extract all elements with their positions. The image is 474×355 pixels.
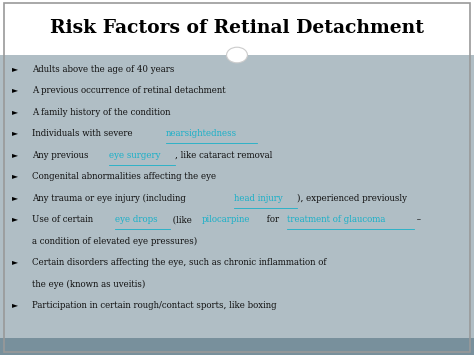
Text: –: –	[414, 215, 421, 224]
Text: Participation in certain rough/contact sports, like boxing: Participation in certain rough/contact s…	[32, 301, 277, 311]
Text: ►: ►	[12, 65, 18, 73]
Text: Any trauma or eye injury (including: Any trauma or eye injury (including	[32, 194, 189, 203]
Text: ►: ►	[12, 173, 18, 180]
Text: pilocarpine: pilocarpine	[201, 215, 250, 224]
Text: the eye (known as uveitis): the eye (known as uveitis)	[32, 280, 146, 289]
Text: ►: ►	[12, 130, 18, 137]
Text: for: for	[264, 215, 282, 224]
Text: treatment of glaucoma: treatment of glaucoma	[287, 215, 385, 224]
Circle shape	[227, 47, 247, 63]
Text: ►: ►	[12, 301, 18, 310]
Text: ►: ►	[12, 258, 18, 267]
Text: Congenital abnormalities affecting the eye: Congenital abnormalities affecting the e…	[32, 173, 216, 181]
Text: head injury: head injury	[234, 194, 283, 203]
Text: ►: ►	[12, 194, 18, 202]
Text: ), experienced previously: ), experienced previously	[297, 194, 407, 203]
Text: A previous occurrence of retinal detachment: A previous occurrence of retinal detachm…	[32, 87, 226, 95]
Text: Any previous: Any previous	[32, 151, 91, 160]
Text: A family history of the condition: A family history of the condition	[32, 108, 171, 117]
Text: (like: (like	[170, 215, 194, 224]
Text: Certain disorders affecting the eye, such as chronic inflammation of: Certain disorders affecting the eye, suc…	[32, 258, 327, 267]
Text: , like cataract removal: , like cataract removal	[175, 151, 273, 160]
Text: eye drops: eye drops	[115, 215, 157, 224]
Text: Use of certain: Use of certain	[32, 215, 96, 224]
Text: ►: ►	[12, 108, 18, 116]
Text: ►: ►	[12, 215, 18, 223]
FancyBboxPatch shape	[0, 0, 474, 55]
Text: Adults above the age of 40 years: Adults above the age of 40 years	[32, 65, 174, 74]
Text: ►: ►	[12, 87, 18, 94]
Text: a condition of elevated eye pressures): a condition of elevated eye pressures)	[32, 237, 198, 246]
Text: Individuals with severe: Individuals with severe	[32, 130, 136, 138]
Text: ►: ►	[12, 151, 18, 159]
Text: Risk Factors of Retinal Detachment: Risk Factors of Retinal Detachment	[50, 18, 424, 37]
Text: nearsightedness: nearsightedness	[165, 130, 237, 138]
FancyBboxPatch shape	[0, 338, 474, 355]
Text: eye surgery: eye surgery	[109, 151, 160, 160]
